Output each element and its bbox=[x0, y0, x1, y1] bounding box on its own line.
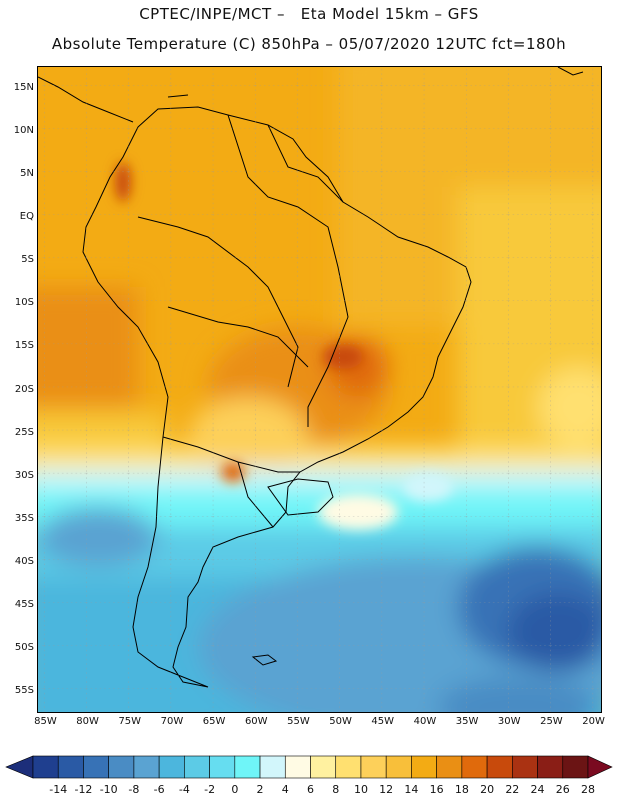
colorbar-swatch bbox=[133, 755, 160, 779]
colorbar-tick-label: 6 bbox=[307, 783, 314, 796]
colorbar-swatch bbox=[234, 755, 261, 779]
colorbar-tick-label: 24 bbox=[530, 783, 545, 796]
lat-tick-label: 45S bbox=[14, 599, 34, 611]
lat-tick-label: 55S bbox=[14, 685, 34, 697]
colorbar-swatch bbox=[83, 755, 109, 779]
lon-tick-label: 45W bbox=[371, 716, 395, 727]
colorbar-tick-label: 10 bbox=[353, 783, 368, 796]
colorbar-swatch bbox=[562, 755, 589, 779]
lon-tick-label: 80W bbox=[76, 716, 99, 727]
colorbar-tick-label: -6 bbox=[153, 783, 165, 796]
colorbar-tick-label: -14 bbox=[49, 783, 68, 796]
lat-tick-label: 5S bbox=[21, 254, 34, 266]
colorbar bbox=[5, 755, 613, 779]
lat-tick-label: 40S bbox=[14, 556, 34, 568]
colorbar-swatch bbox=[158, 755, 185, 779]
colorbar-swatch bbox=[108, 755, 135, 779]
colorbar-swatch bbox=[335, 755, 362, 779]
lat-tick-label: 15N bbox=[13, 81, 34, 93]
colorbar-tick-label: 18 bbox=[454, 783, 469, 796]
colorbar-tick-label: -8 bbox=[128, 783, 140, 796]
lat-tick-label: EQ bbox=[19, 210, 34, 222]
lon-tick-label: 20W bbox=[582, 716, 605, 727]
colorbar-swatch bbox=[537, 755, 564, 779]
colorbar-swatch bbox=[209, 755, 236, 779]
colorbar-swatch bbox=[360, 755, 387, 779]
colorbar-swatch bbox=[57, 755, 84, 779]
colorbar-tick-label: 26 bbox=[555, 783, 570, 796]
lon-tick-label: 65W bbox=[202, 716, 226, 727]
colorbar-tick-label: 4 bbox=[281, 783, 289, 796]
colorbar-swatch bbox=[512, 755, 538, 779]
colorbar-tick-label: 16 bbox=[429, 783, 444, 796]
colorbar-tick-label: 12 bbox=[379, 783, 394, 796]
lat-tick-label: 10S bbox=[14, 297, 34, 309]
graticule bbox=[38, 67, 601, 712]
lon-tick-label: 70W bbox=[160, 716, 184, 727]
colorbar-tick-label: -10 bbox=[99, 783, 118, 796]
lat-tick-label: 50S bbox=[14, 642, 34, 654]
colorbar-tick-label: 14 bbox=[404, 783, 419, 796]
lon-tick-label: 60W bbox=[244, 716, 268, 727]
lon-tick-label: 50W bbox=[329, 716, 352, 727]
lat-tick-label: 20S bbox=[14, 383, 34, 395]
colorbar-tick-label: 20 bbox=[480, 783, 495, 796]
colorbar-over-arrow bbox=[587, 755, 613, 779]
lat-tick-label: 5N bbox=[20, 167, 34, 179]
colorbar-swatch bbox=[411, 755, 437, 779]
lon-tick-label: 85W bbox=[34, 716, 57, 727]
colorbar-tick-label: 0 bbox=[231, 783, 239, 796]
lon-tick-label: 40W bbox=[413, 716, 437, 727]
colorbar-tick-label: 22 bbox=[505, 783, 520, 796]
lon-tick-label: 55W bbox=[287, 716, 310, 727]
colorbar-swatch bbox=[461, 755, 488, 779]
lat-tick-label: 30S bbox=[14, 469, 34, 481]
colorbar-swatch bbox=[32, 755, 59, 779]
colorbar-tick-label: 28 bbox=[581, 783, 595, 796]
colorbar-swatch bbox=[284, 755, 311, 779]
lon-tick-label: 35W bbox=[455, 716, 479, 727]
colorbar-under-arrow bbox=[5, 755, 34, 779]
lat-tick-label: 35S bbox=[14, 512, 34, 524]
title-line-2: Absolute Temperature (C) 850hPa – 05/07/… bbox=[51, 35, 567, 53]
colorbar-swatch bbox=[310, 755, 337, 779]
lon-tick-label: 25W bbox=[540, 716, 563, 727]
lat-tick-label: 25S bbox=[14, 426, 34, 438]
lon-tick-label: 75W bbox=[118, 716, 142, 727]
colorbar-swatch bbox=[184, 755, 210, 779]
colorbar-swatch bbox=[385, 755, 412, 779]
colorbar-swatch bbox=[486, 755, 513, 779]
colorbar-tick-label: 8 bbox=[332, 783, 340, 796]
colorbar-tick-label: 2 bbox=[256, 783, 264, 796]
title-line-1: CPTEC/INPE/MCT – Eta Model 15km – GFS bbox=[139, 5, 479, 23]
colorbar-tick-label: -4 bbox=[178, 783, 190, 796]
colorbar-tick-label: -2 bbox=[204, 783, 216, 796]
lat-tick-label: 10N bbox=[13, 124, 34, 136]
lat-tick-label: 15S bbox=[14, 340, 34, 352]
colorbar-swatch bbox=[436, 755, 463, 779]
temperature-map[interactable] bbox=[37, 66, 602, 713]
colorbar-swatch bbox=[259, 755, 286, 779]
colorbar-tick-label: -12 bbox=[74, 783, 93, 796]
lon-tick-label: 30W bbox=[497, 716, 521, 727]
